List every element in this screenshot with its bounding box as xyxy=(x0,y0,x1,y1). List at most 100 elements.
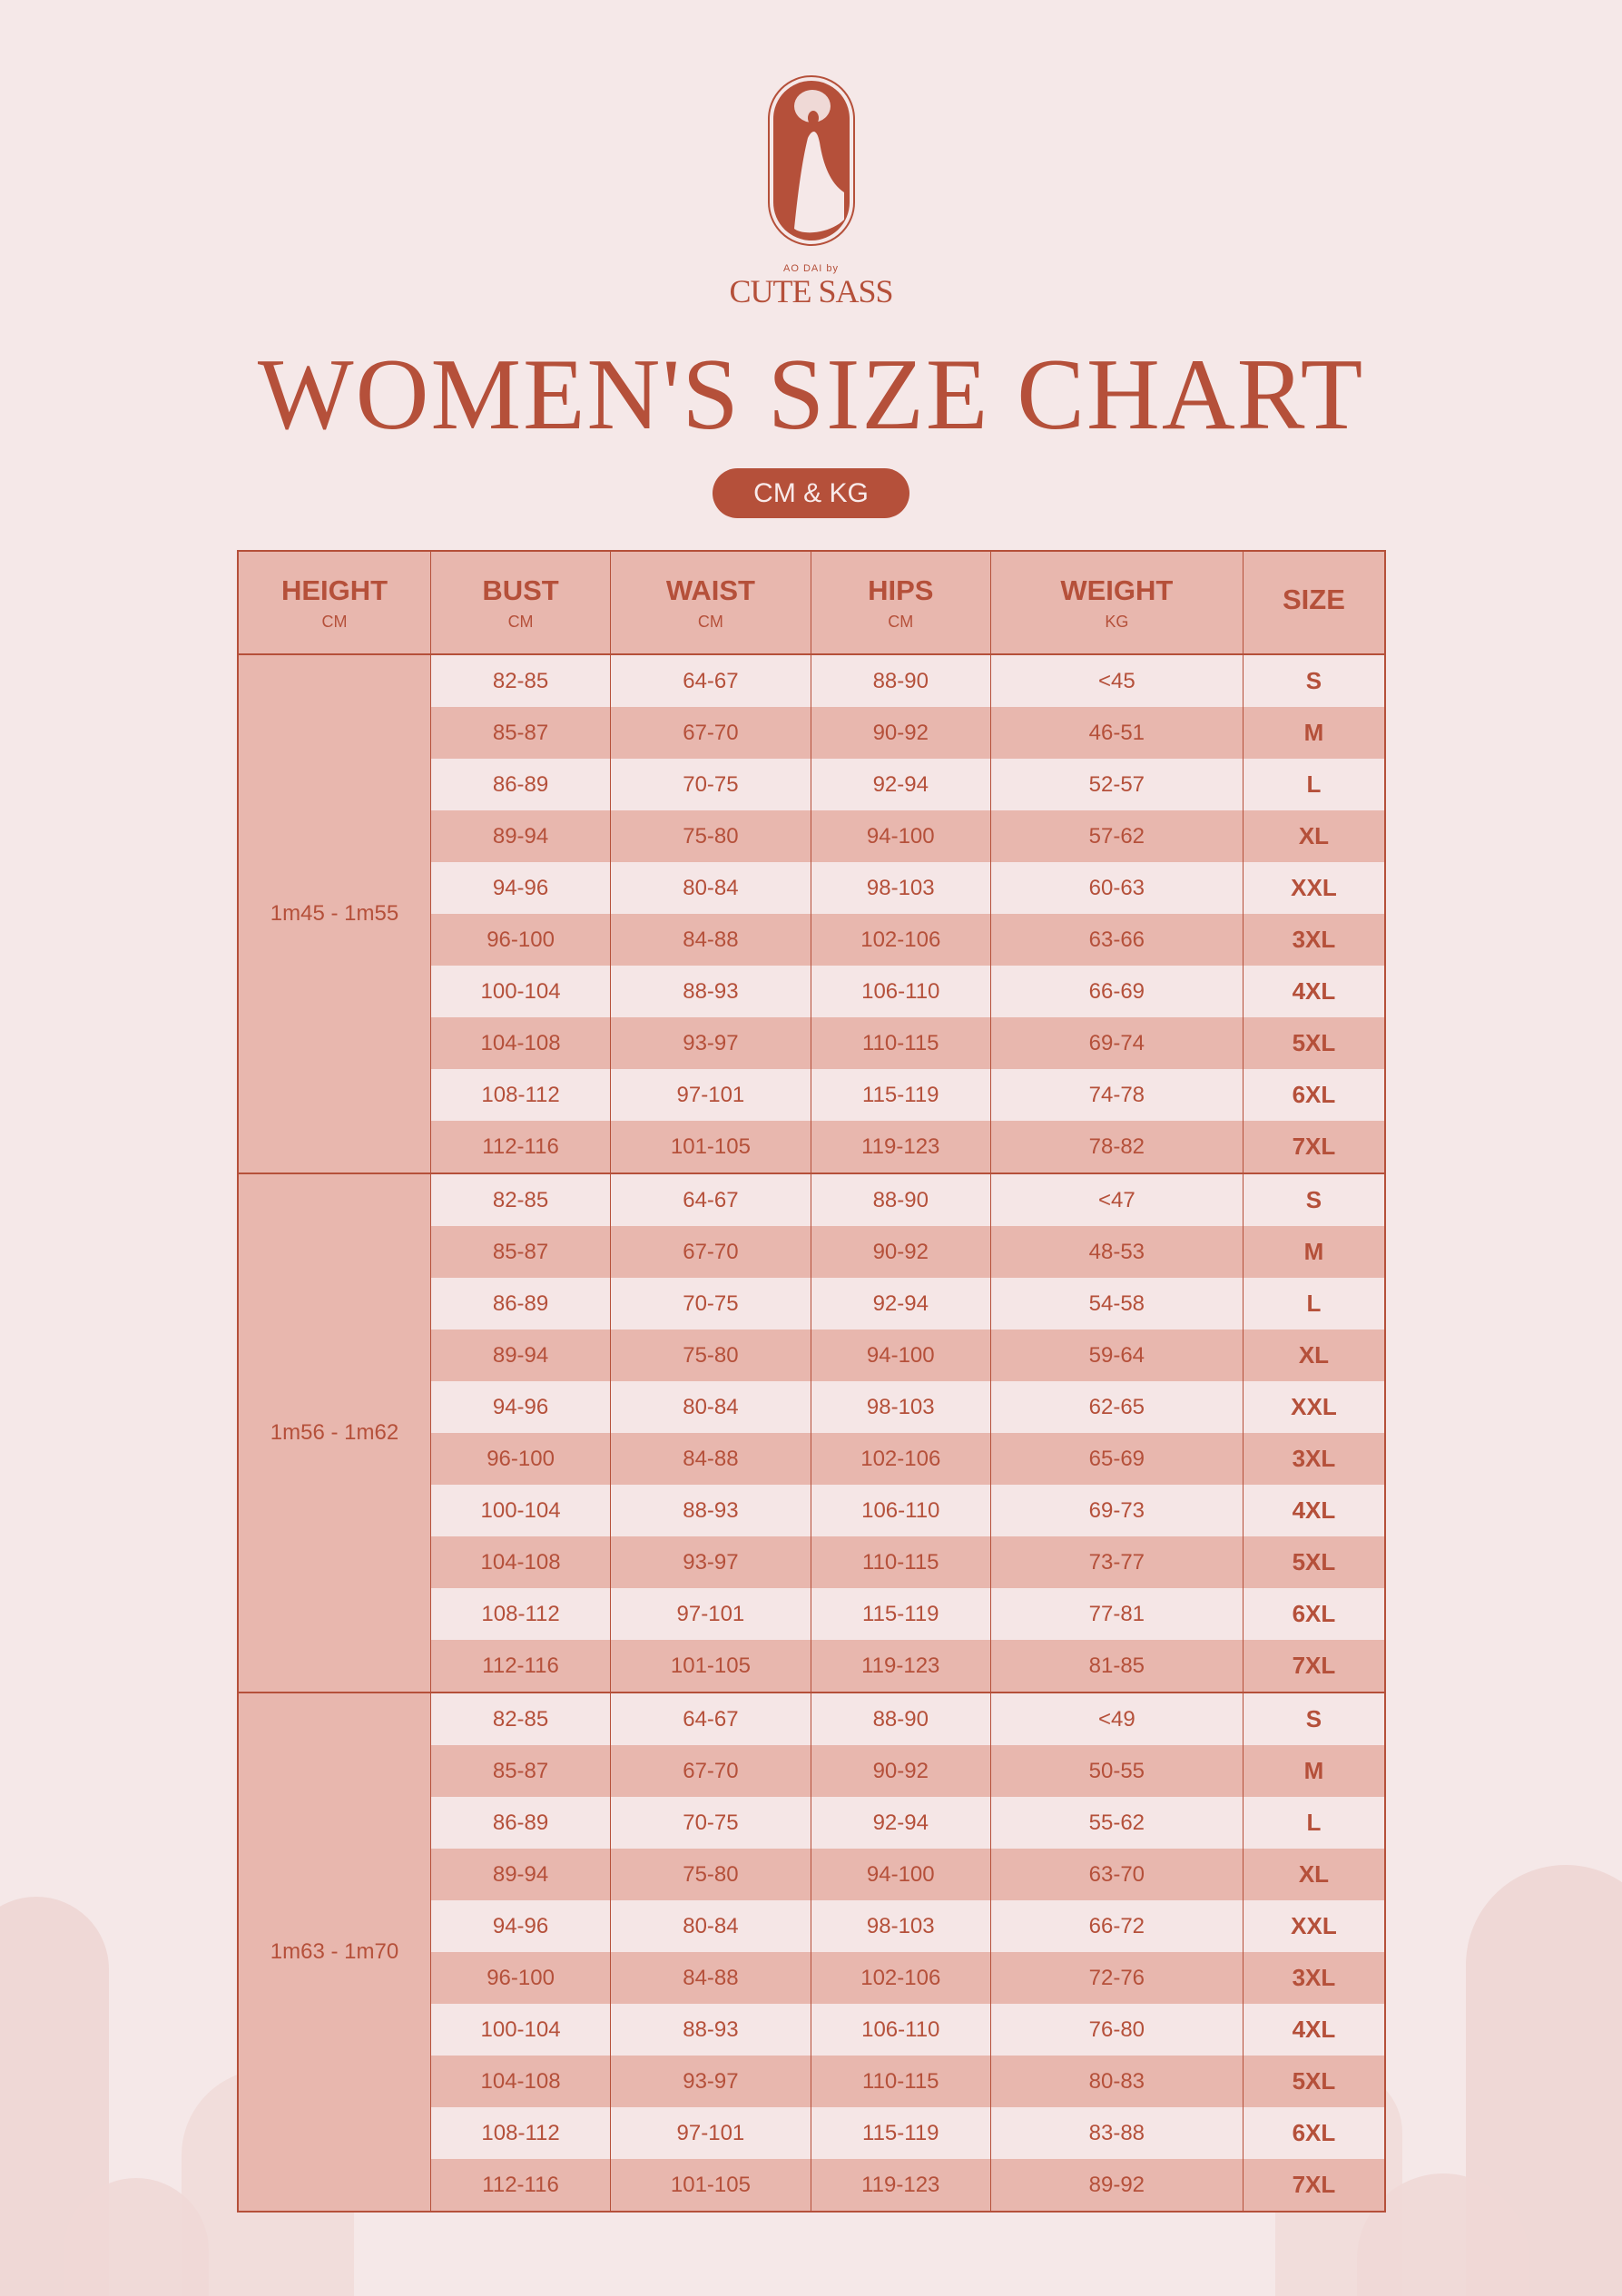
bust-cell: 89-94 xyxy=(429,1330,612,1381)
header-label: HEIGHT xyxy=(280,574,388,606)
bust-cell: 85-87 xyxy=(429,1745,612,1797)
waist-cell: 64-67 xyxy=(610,653,811,707)
header-unit: CM xyxy=(697,612,723,631)
table-header-row: HEIGHT CM BUST CM WAIST CM HIPS CM WEIGHT KG SIZE xyxy=(237,550,1386,655)
waist-cell: 75-80 xyxy=(610,1330,811,1381)
weight-cell: 89-92 xyxy=(989,2159,1244,2212)
bust-cell: 112-116 xyxy=(429,1640,612,1693)
waist-cell: 88-93 xyxy=(610,2004,811,2056)
waist-cell: 67-70 xyxy=(610,707,811,759)
bust-cell: 104-108 xyxy=(429,1017,612,1069)
bust-cell: 85-87 xyxy=(429,707,612,759)
waist-cell: 80-84 xyxy=(610,1381,811,1433)
brand-logo xyxy=(768,75,855,246)
size-cell: L xyxy=(1242,1797,1386,1849)
table-row: 86-89 70-75 92-94 55-62 L xyxy=(238,1797,1386,1849)
size-cell: 5XL xyxy=(1242,1536,1386,1588)
size-cell: 5XL xyxy=(1242,1017,1386,1069)
size-cell: XL xyxy=(1242,1330,1386,1381)
weight-cell: 66-69 xyxy=(989,966,1244,1017)
weight-cell: 52-57 xyxy=(989,759,1244,810)
hips-cell: 94-100 xyxy=(810,810,991,862)
column-header-size: SIZE xyxy=(1242,550,1386,655)
weight-cell: 50-55 xyxy=(989,1745,1244,1797)
weight-cell: 74-78 xyxy=(989,1069,1244,1121)
header-label: WAIST xyxy=(665,574,755,606)
waist-cell: 101-105 xyxy=(610,2159,811,2212)
table-row: 108-112 97-101 115-119 77-81 6XL xyxy=(238,1588,1386,1640)
waist-cell: 64-67 xyxy=(610,1173,811,1226)
table-row: 89-94 75-80 94-100 57-62 XL xyxy=(238,810,1386,862)
size-chart-table: HEIGHT CM BUST CM WAIST CM HIPS CM WEIGHT KG SIZE … xyxy=(237,550,1386,2213)
table-row: 100-104 88-93 106-110 76-80 4XL xyxy=(238,2004,1386,2056)
hips-cell: 110-115 xyxy=(810,1536,991,1588)
waist-cell: 101-105 xyxy=(610,1640,811,1693)
hips-cell: 119-123 xyxy=(810,1640,991,1693)
hips-cell: 102-106 xyxy=(810,1952,991,2004)
bust-cell: 100-104 xyxy=(429,2004,612,2056)
bust-cell: 108-112 xyxy=(429,2107,612,2159)
waist-cell: 70-75 xyxy=(610,1797,811,1849)
size-cell: 5XL xyxy=(1242,2056,1386,2107)
bust-cell: 108-112 xyxy=(429,1588,612,1640)
hips-cell: 115-119 xyxy=(810,1588,991,1640)
hips-cell: 115-119 xyxy=(810,1069,991,1121)
table-row: 112-116 101-105 119-123 89-92 7XL xyxy=(238,2159,1386,2212)
size-cell: 7XL xyxy=(1242,1640,1386,1693)
hips-cell: 106-110 xyxy=(810,2004,991,2056)
waist-cell: 75-80 xyxy=(610,1849,811,1900)
bust-cell: 86-89 xyxy=(429,759,612,810)
table-row: 96-100 84-88 102-106 72-76 3XL xyxy=(238,1952,1386,2004)
weight-cell: 57-62 xyxy=(989,810,1244,862)
table-row: 85-87 67-70 90-92 48-53 M xyxy=(238,1226,1386,1278)
table-row: 86-89 70-75 92-94 54-58 L xyxy=(238,1278,1386,1330)
hips-cell: 88-90 xyxy=(810,1692,991,1745)
table-row: 108-112 97-101 115-119 83-88 6XL xyxy=(238,2107,1386,2159)
weight-cell: 73-77 xyxy=(989,1536,1244,1588)
bust-cell: 94-96 xyxy=(429,862,612,914)
header-unit: CM xyxy=(888,612,914,631)
hips-cell: 119-123 xyxy=(810,1121,991,1173)
weight-cell: 63-70 xyxy=(989,1849,1244,1900)
weight-cell: 83-88 xyxy=(989,2107,1244,2159)
bust-cell: 86-89 xyxy=(429,1797,612,1849)
weight-cell: 59-64 xyxy=(989,1330,1244,1381)
bust-cell: 108-112 xyxy=(429,1069,612,1121)
weight-cell: 65-69 xyxy=(989,1433,1244,1485)
bust-cell: 104-108 xyxy=(429,1536,612,1588)
header-unit: CM xyxy=(321,612,348,631)
height-range-cell: 1m56 - 1m62 xyxy=(237,1173,431,1693)
hips-cell: 110-115 xyxy=(810,1017,991,1069)
table-row: 100-104 88-93 106-110 69-73 4XL xyxy=(238,1485,1386,1536)
column-header-bust: BUST CM xyxy=(429,550,612,655)
bust-cell: 100-104 xyxy=(429,966,612,1017)
hips-cell: 92-94 xyxy=(810,1278,991,1330)
waist-cell: 70-75 xyxy=(610,1278,811,1330)
hips-cell: 88-90 xyxy=(810,653,991,707)
weight-cell: 63-66 xyxy=(989,914,1244,966)
hips-cell: 94-100 xyxy=(810,1849,991,1900)
size-cell: XL xyxy=(1242,810,1386,862)
size-cell: S xyxy=(1242,1692,1386,1745)
bust-cell: 89-94 xyxy=(429,1849,612,1900)
bust-cell: 82-85 xyxy=(429,1173,612,1226)
waist-cell: 93-97 xyxy=(610,1536,811,1588)
bust-cell: 82-85 xyxy=(429,653,612,707)
bust-cell: 96-100 xyxy=(429,1952,612,2004)
header-unit: KG xyxy=(1105,612,1129,631)
waist-cell: 88-93 xyxy=(610,1485,811,1536)
header-label: HIPS xyxy=(868,574,934,606)
hips-cell: 98-103 xyxy=(810,1381,991,1433)
column-header-hips: HIPS CM xyxy=(810,550,991,655)
column-header-waist: WAIST CM xyxy=(610,550,811,655)
size-cell: S xyxy=(1242,653,1386,707)
weight-cell: 76-80 xyxy=(989,2004,1244,2056)
waist-cell: 97-101 xyxy=(610,1069,811,1121)
table-row: 96-100 84-88 102-106 63-66 3XL xyxy=(238,914,1386,966)
size-cell: 3XL xyxy=(1242,1433,1386,1485)
size-cell: L xyxy=(1242,1278,1386,1330)
header-label: SIZE xyxy=(1282,584,1345,615)
height-range-cell: 1m45 - 1m55 xyxy=(237,653,431,1174)
weight-cell: 66-72 xyxy=(989,1900,1244,1952)
size-cell: 3XL xyxy=(1242,914,1386,966)
